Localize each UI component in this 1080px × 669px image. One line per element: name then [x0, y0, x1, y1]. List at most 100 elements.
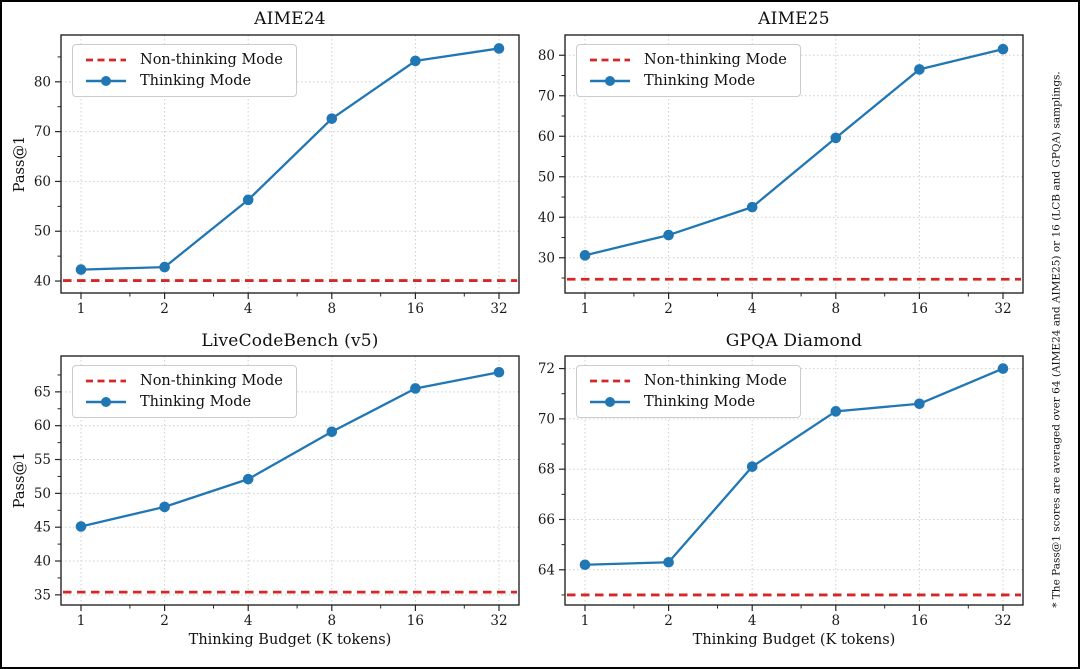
- aime25-data-marker: [997, 43, 1009, 55]
- footnote: * The Pass@1 scores are averaged over 64…: [1050, 71, 1063, 608]
- x-tick-label: 16: [407, 301, 424, 317]
- x-tick-label: 4: [748, 301, 757, 317]
- x-tick-label: 4: [748, 613, 757, 629]
- gpqa-diamond-plot-spine: [564, 355, 1024, 606]
- legend-label-thinking: Thinking Mode: [140, 73, 252, 89]
- y-tick-label: 70: [34, 124, 51, 140]
- gpqa-diamond-data-marker: [663, 556, 674, 568]
- x-tick-label: 32: [490, 301, 507, 317]
- dashed-line-sample-icon: [590, 379, 630, 383]
- legend-label-thinking: Thinking Mode: [140, 394, 252, 410]
- aime25-plot-spine: [564, 34, 1024, 294]
- x-tick-label: 32: [490, 613, 507, 629]
- aime25-data-marker: [746, 201, 758, 213]
- aime24-data-marker: [159, 261, 170, 273]
- x-tick-label: 16: [911, 301, 928, 317]
- legend-label-thinking: Thinking Mode: [644, 73, 756, 89]
- y-tick-label: 40: [34, 274, 51, 290]
- aime25-data-marker: [663, 229, 674, 241]
- aime25-data-marker: [914, 64, 925, 75]
- y-tick-label: 80: [538, 48, 555, 64]
- livecodebench-v5-thinking-line: [79, 371, 501, 528]
- y-tick-label: 68: [538, 462, 555, 478]
- aime25-data-marker: [830, 132, 842, 144]
- x-tick-label: 32: [994, 301, 1011, 317]
- gpqa-diamond-data-marker: [914, 398, 925, 410]
- marker-line-sample-icon: [86, 76, 126, 86]
- x-axis-label-left: Thinking Budget (K tokens): [188, 632, 392, 648]
- aime25-data-marker: [579, 250, 591, 261]
- legend-label-thinking: Thinking Mode: [644, 394, 756, 410]
- y-tick-label: 72: [538, 361, 555, 377]
- marker-line-sample-icon: [86, 397, 126, 407]
- y-tick-label: 64: [538, 562, 555, 578]
- y-tick-label: 40: [538, 210, 555, 226]
- dashed-line-sample-icon: [86, 379, 126, 383]
- legend-label-non-thinking: Non-thinking Mode: [140, 373, 283, 389]
- x-tick-label: 1: [77, 613, 86, 629]
- livecodebench-v5-data-marker: [410, 383, 421, 394]
- x-tick-label: 1: [77, 301, 86, 317]
- aime24-data-marker: [242, 194, 254, 206]
- dashed-line-sample-icon: [590, 58, 630, 62]
- chart-title-aime25: AIME25: [758, 9, 830, 29]
- y-tick-label: 70: [538, 411, 555, 427]
- x-tick-label: 2: [160, 301, 169, 317]
- y-tick-label: 65: [34, 384, 51, 400]
- legend-gpqa: Non-thinking Mode Thinking Mode: [576, 365, 801, 418]
- legend-label-non-thinking: Non-thinking Mode: [140, 52, 283, 68]
- legend-aime25: Non-thinking Mode Thinking Mode: [576, 44, 801, 97]
- aime24-data-marker: [493, 43, 505, 54]
- y-tick-label: 66: [538, 512, 555, 528]
- livecodebench-v5-data-marker: [75, 521, 87, 532]
- livecodebench-v5-data-marker: [493, 366, 505, 378]
- marker-line-sample-icon: [590, 397, 630, 407]
- x-tick-label: 2: [664, 301, 673, 317]
- marker-line-sample-icon: [590, 76, 630, 86]
- aime25-thinking-line: [583, 48, 1005, 257]
- x-tick-label: 16: [911, 613, 928, 629]
- gpqa-diamond-data-marker: [830, 406, 842, 417]
- x-tick-label: 32: [994, 613, 1011, 629]
- aime24-data-marker: [410, 55, 421, 67]
- x-tick-label: 8: [328, 613, 337, 629]
- chart-title-aime24: AIME24: [254, 9, 326, 29]
- x-tick-label: 8: [832, 613, 841, 629]
- y-tick-label: 50: [34, 224, 51, 240]
- x-tick-label: 1: [581, 613, 590, 629]
- y-tick-label: 35: [34, 587, 51, 603]
- aime24-data-marker: [75, 264, 87, 275]
- y-tick-label: 50: [34, 486, 51, 502]
- x-tick-label: 1: [581, 301, 590, 317]
- x-tick-label: 16: [407, 613, 424, 629]
- x-tick-label: 2: [160, 613, 169, 629]
- livecodebench-v5-data-marker: [326, 426, 338, 438]
- aime24-plot-spine: [60, 34, 520, 294]
- y-tick-label: 60: [34, 174, 51, 190]
- x-tick-label: 4: [244, 613, 253, 629]
- legend-aime24: Non-thinking Mode Thinking Mode: [72, 44, 297, 97]
- x-tick-label: 8: [832, 301, 841, 317]
- livecodebench-v5-data-marker: [242, 473, 254, 485]
- aime24-data-marker: [326, 113, 338, 124]
- y-tick-label: 45: [34, 520, 51, 536]
- gpqa-diamond-data-marker: [579, 559, 591, 571]
- x-axis-label-right: Thinking Budget (K tokens): [692, 632, 896, 648]
- dashed-line-sample-icon: [86, 58, 126, 62]
- y-tick-label: 60: [538, 129, 555, 145]
- legend-label-non-thinking: Non-thinking Mode: [644, 373, 787, 389]
- livecodebench-v5-plot-spine: [60, 355, 520, 606]
- y-tick-label: 80: [34, 74, 51, 90]
- y-tick-label: 55: [34, 452, 51, 468]
- x-tick-label: 2: [664, 613, 673, 629]
- gpqa-diamond-thinking-line: [583, 367, 1005, 566]
- legend-label-non-thinking: Non-thinking Mode: [644, 52, 787, 68]
- x-tick-label: 4: [244, 301, 253, 317]
- aime24-thinking-line: [79, 47, 501, 271]
- chart-title-gpqa: GPQA Diamond: [725, 331, 863, 351]
- y-tick-label: 60: [34, 418, 51, 434]
- chart-title-livecodebench: LiveCodeBench (v5): [201, 331, 379, 351]
- y-axis-label-top: Pass@1: [12, 135, 28, 193]
- y-tick-label: 40: [34, 554, 51, 570]
